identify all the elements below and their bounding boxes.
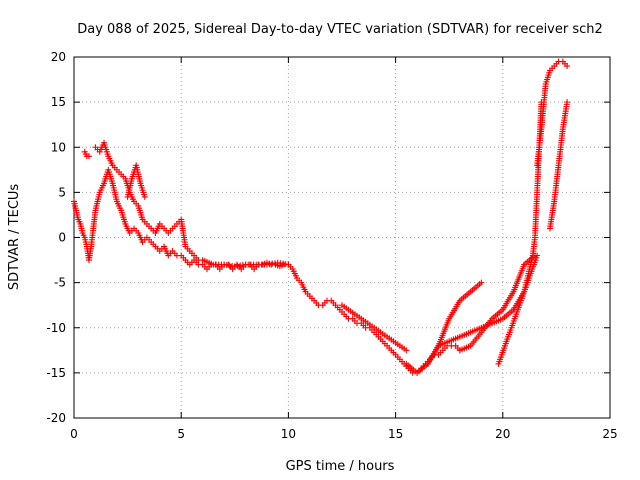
x-tick-label: 10 — [281, 427, 296, 441]
data-point — [285, 261, 292, 268]
data-point — [141, 193, 148, 200]
y-tick-label: -10 — [46, 321, 66, 335]
y-tick-label: 20 — [51, 50, 66, 64]
y-tick-label: -20 — [46, 411, 66, 425]
series-arc-6 — [403, 99, 545, 376]
data-point — [534, 252, 541, 259]
series-arc-11 — [546, 99, 571, 232]
x-axis-label: GPS time / hours — [286, 459, 395, 474]
series-arc-9 — [495, 252, 541, 367]
series-arc-2 — [92, 139, 292, 270]
series-arc-3 — [81, 148, 93, 160]
data-point — [478, 279, 485, 286]
data-point — [564, 99, 571, 106]
x-tick-label: 0 — [70, 427, 78, 441]
y-tick-label: -15 — [46, 366, 66, 380]
series-arc-8 — [456, 252, 538, 354]
gridlines — [74, 57, 610, 418]
axis-ticks: 0 5 10 15 20 25 -20 -15 -10 -5 0 5 10 15 20 — [46, 50, 617, 441]
series-arc-1 — [71, 166, 463, 376]
x-tick-label: 20 — [495, 427, 510, 441]
y-tick-label: 15 — [51, 95, 66, 109]
series-arc-10 — [534, 58, 571, 169]
x-tick-label: 5 — [177, 427, 185, 441]
y-tick-label: 0 — [58, 231, 66, 245]
data-point — [403, 347, 410, 354]
y-tick-label: 10 — [51, 140, 66, 154]
y-tick-label: 5 — [58, 185, 66, 199]
y-tick-label: -5 — [54, 276, 66, 290]
series-arc-4 — [124, 162, 148, 200]
x-tick-label: 25 — [602, 427, 617, 441]
x-tick-label: 15 — [388, 427, 403, 441]
series-arc-5 — [339, 302, 410, 354]
data-point — [564, 63, 571, 70]
data-point — [86, 153, 93, 160]
chart-title: Day 088 of 2025, Sidereal Day-to-day VTE… — [77, 22, 603, 37]
data-points — [71, 58, 571, 376]
series-arc-7 — [424, 279, 485, 367]
y-axis-label: SDTVAR / TECUs — [7, 184, 22, 291]
